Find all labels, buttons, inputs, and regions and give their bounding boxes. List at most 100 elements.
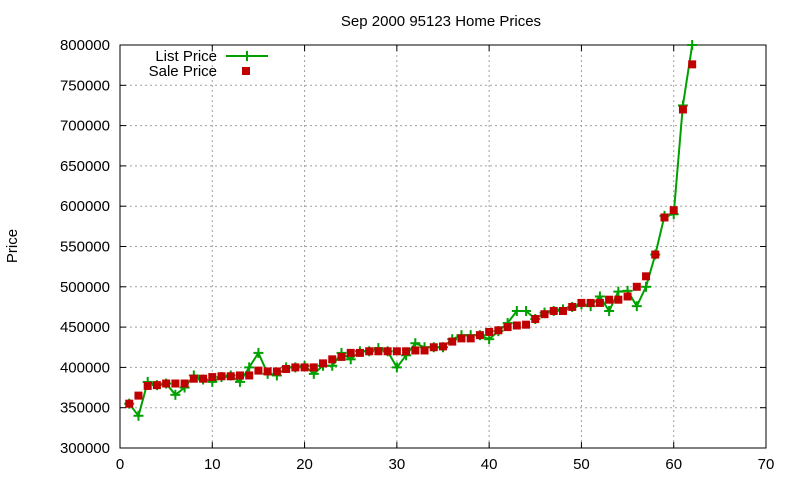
sale-price-point — [217, 372, 226, 381]
sale-price-point — [642, 272, 651, 281]
sale-price-point — [632, 282, 641, 291]
y-tick-label: 350000 — [60, 400, 110, 417]
sale-price-point — [152, 381, 161, 390]
sale-price-point — [605, 295, 614, 304]
x-tick-label: 10 — [204, 456, 221, 473]
list-price-point — [244, 362, 255, 373]
chart-title: Sep 2000 95123 Home Prices — [341, 13, 541, 30]
y-tick-label: 700000 — [60, 118, 110, 135]
sale-price-point — [485, 327, 494, 336]
sale-price-point — [365, 347, 374, 356]
sale-price-point — [503, 323, 512, 332]
sale-price-point — [180, 379, 189, 388]
y-axis-ticks: 300000 350000 400000 450000 500000 550000 6000… — [60, 37, 766, 457]
sale-price-point — [337, 352, 346, 361]
sale-price-point — [319, 359, 328, 368]
sale-price-point — [420, 346, 429, 355]
sale-price-point — [457, 334, 466, 343]
sale-price-point — [522, 320, 531, 329]
sale-price-point — [226, 372, 235, 381]
list-price-point — [613, 286, 624, 297]
x-tick-label: 20 — [296, 456, 313, 473]
sale-price-point — [411, 346, 420, 355]
list-price-point — [133, 410, 144, 421]
sale-price-point — [235, 371, 244, 380]
list-price-point — [641, 281, 652, 292]
x-tick-label: 40 — [481, 456, 498, 473]
sale-price-point — [392, 347, 401, 356]
sale-price-point — [374, 347, 383, 356]
sale-price-point — [614, 295, 623, 304]
sale-price-point — [282, 365, 291, 374]
y-tick-label: 300000 — [60, 440, 110, 457]
sale-price-point — [678, 105, 687, 114]
y-tick-label: 750000 — [60, 77, 110, 94]
sale-price-point — [595, 298, 604, 307]
sale-price-point — [189, 374, 198, 383]
sale-price-point — [586, 298, 595, 307]
list-price-point — [521, 305, 532, 316]
sale-price-point — [475, 331, 484, 340]
sale-price-point — [568, 302, 577, 311]
y-axis-label: Price — [4, 229, 21, 263]
sale-price-point — [355, 348, 364, 357]
list-price-point — [511, 305, 522, 316]
legend-label-sale-price: Sale Price — [149, 63, 217, 80]
sale-price-point — [171, 379, 180, 388]
sale-price-point — [309, 363, 318, 372]
y-tick-label: 550000 — [60, 239, 110, 256]
x-tick-label: 70 — [758, 456, 775, 473]
list-price-point — [253, 347, 264, 358]
y-tick-label: 450000 — [60, 319, 110, 336]
legend-label-list-price: List Price — [155, 48, 217, 65]
sale-price-point — [688, 60, 697, 69]
sale-price-point — [558, 306, 567, 315]
sale-price-point — [162, 379, 171, 388]
sale-price-point — [660, 213, 669, 222]
x-tick-label: 50 — [573, 456, 590, 473]
sale-price-point — [291, 363, 300, 372]
list-price-point — [687, 40, 698, 50]
sale-price-point — [245, 371, 254, 380]
sale-price-point — [531, 315, 540, 324]
list-price-point — [604, 305, 615, 316]
x-axis-ticks: 0 10 20 30 40 50 60 70 — [116, 45, 775, 473]
sale-price-point — [669, 206, 678, 215]
y-tick-label: 600000 — [60, 198, 110, 215]
sale-price-point — [208, 373, 217, 382]
y-tick-label: 400000 — [60, 359, 110, 376]
sale-price-point — [383, 347, 392, 356]
sale-price-point — [466, 334, 475, 343]
sale-price-point — [300, 363, 309, 372]
sale-price-point — [623, 292, 632, 301]
series-sale-price — [125, 60, 697, 408]
x-tick-label: 60 — [665, 456, 682, 473]
sale-price-point — [328, 355, 337, 364]
sale-price-point — [272, 367, 281, 376]
sale-price-point — [577, 298, 586, 307]
sale-price-point — [439, 342, 447, 351]
list-price-point — [631, 301, 642, 312]
legend-marker-sale-price — [242, 67, 250, 75]
sale-price-point — [429, 343, 438, 352]
list-price-point — [391, 362, 402, 373]
sale-price-point — [448, 337, 457, 346]
sale-price-point — [125, 399, 134, 408]
sale-price-point — [346, 348, 355, 357]
grid-lines — [120, 45, 766, 448]
x-tick-label: 0 — [116, 456, 124, 473]
sale-price-point — [549, 306, 558, 315]
sale-price-point — [651, 250, 660, 259]
y-tick-label: 500000 — [60, 279, 110, 296]
legend: List Price Sale Price — [149, 48, 268, 80]
sale-price-point — [134, 391, 143, 400]
sale-price-point — [263, 367, 272, 376]
y-tick-label: 650000 — [60, 158, 110, 175]
sale-price-point — [402, 347, 411, 356]
sale-price-point — [494, 326, 503, 335]
list-price-point — [170, 389, 181, 400]
x-tick-label: 30 — [389, 456, 406, 473]
sale-price-point — [143, 381, 152, 390]
